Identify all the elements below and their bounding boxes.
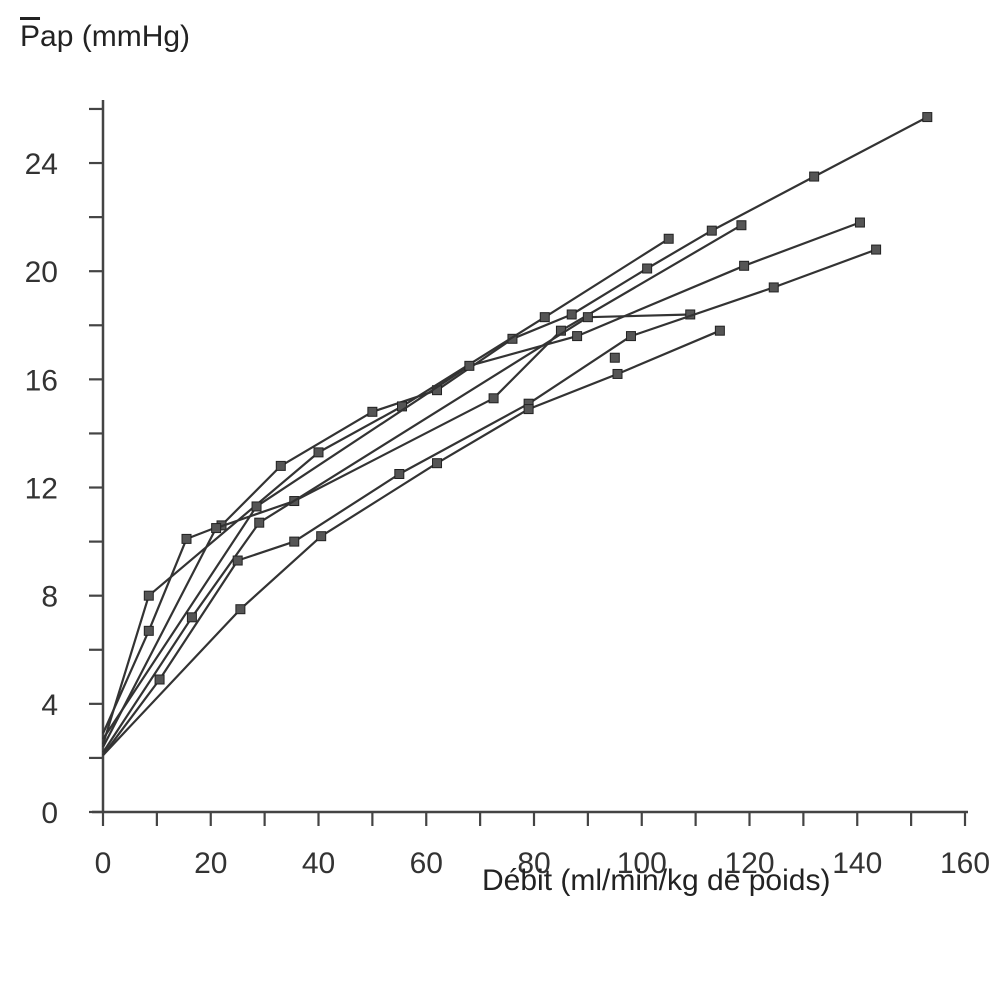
- data-point: [737, 221, 746, 230]
- y-tick-label: 0: [41, 797, 58, 830]
- data-point: [290, 537, 299, 546]
- series-2: [103, 234, 673, 744]
- data-point: [769, 283, 778, 292]
- series-6: [103, 245, 881, 755]
- y-tick-label: 24: [25, 148, 58, 181]
- data-point: [314, 448, 323, 457]
- data-point: [317, 532, 326, 541]
- data-point: [740, 261, 749, 270]
- data-point: [573, 332, 582, 341]
- data-point: [613, 369, 622, 378]
- y-tick-label: 12: [25, 473, 58, 506]
- y-tick-label: 16: [25, 364, 58, 397]
- series-1: [103, 113, 932, 734]
- data-point: [567, 310, 576, 319]
- data-point: [368, 407, 377, 416]
- y-tick-label: 8: [41, 581, 58, 614]
- data-point: [872, 245, 881, 254]
- data-point: [540, 313, 549, 322]
- series-line: [103, 117, 927, 734]
- y-tick-label: 4: [41, 689, 58, 722]
- data-point: [144, 591, 153, 600]
- data-point: [489, 394, 498, 403]
- data-point: [465, 361, 474, 370]
- x-tick-label: 20: [194, 847, 227, 880]
- data-point: [144, 626, 153, 635]
- data-point: [276, 461, 285, 470]
- series-8: [610, 353, 619, 362]
- series-group: [103, 113, 932, 756]
- data-point: [855, 218, 864, 227]
- series-line: [103, 225, 741, 747]
- series-line: [103, 223, 860, 740]
- series-5: [103, 310, 695, 753]
- data-point: [236, 605, 245, 614]
- x-tick-label: 140: [832, 847, 882, 880]
- y-tick-label: 20: [25, 256, 58, 289]
- x-tick-label: 160: [940, 847, 990, 880]
- data-point: [252, 502, 261, 511]
- data-point: [583, 313, 592, 322]
- series-line: [103, 250, 876, 756]
- data-point: [715, 326, 724, 335]
- x-tick-label: 60: [410, 847, 443, 880]
- x-tick-label: 0: [95, 847, 112, 880]
- series-line: [103, 331, 720, 756]
- x-axis-label: Débit (ml/min/kg de poids): [482, 864, 830, 898]
- data-point: [626, 332, 635, 341]
- x-tick-label: 40: [302, 847, 335, 880]
- data-point: [212, 524, 221, 533]
- data-point: [643, 264, 652, 273]
- data-point: [255, 518, 264, 527]
- data-point: [187, 613, 196, 622]
- series-4: [103, 221, 746, 747]
- data-point: [923, 113, 932, 122]
- data-point: [610, 353, 619, 362]
- data-point: [182, 534, 191, 543]
- data-point: [707, 226, 716, 235]
- data-point: [155, 675, 164, 684]
- data-point: [810, 172, 819, 181]
- data-point: [233, 556, 242, 565]
- data-point: [395, 470, 404, 479]
- data-point: [664, 234, 673, 243]
- data-point: [433, 459, 442, 468]
- series-7: [103, 326, 724, 755]
- data-point: [524, 405, 533, 414]
